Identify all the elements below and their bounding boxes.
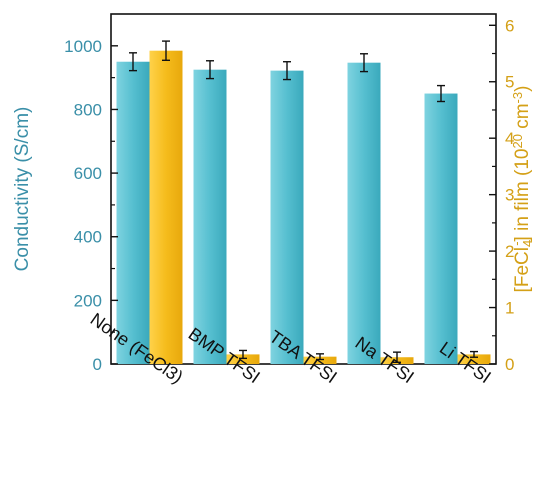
left-tick-label: 400: [74, 228, 102, 247]
right-axis-title-exp: 20: [510, 134, 525, 148]
conductivity-bar: [270, 70, 304, 365]
right-tick-label: 1: [505, 299, 514, 318]
right-axis-title-sub: 4: [520, 240, 535, 247]
fecl4-bar: [457, 354, 491, 364]
right-tick-label: 4: [505, 129, 514, 148]
right-tick-label: 5: [505, 73, 514, 92]
right-axis-title-prefix: [FeCl: [512, 247, 533, 292]
left-tick-label: 1000: [64, 37, 102, 56]
left-tick-label: 600: [74, 164, 102, 183]
conductivity-bar: [116, 61, 150, 365]
right-axis-title-mid: ] in film (10: [512, 149, 533, 242]
right-tick-label: 3: [505, 186, 514, 205]
left-tick-label: 200: [74, 291, 102, 310]
conductivity-bar: [193, 69, 227, 364]
conductivity-bar: [347, 62, 381, 364]
right-tick-label: 6: [505, 16, 514, 35]
fecl4-bar: [226, 354, 260, 364]
right-axis-title-sup: -: [509, 241, 524, 245]
right-axis-title-unit: cm: [512, 103, 533, 134]
right-tick-label: 0: [505, 355, 514, 374]
right-axis-title-unit-exp: -3: [510, 92, 525, 104]
bars-layer: [116, 40, 491, 365]
fecl4-bar: [149, 50, 183, 365]
left-axis: 0 200 400 600 800 1000: [64, 37, 118, 374]
left-tick-label: 800: [74, 100, 102, 119]
fecl4-bar: [303, 356, 337, 364]
right-axis: 0 1 2 3 4 5 6: [489, 16, 514, 374]
left-axis-title: Conductivity (S/cm): [12, 107, 33, 272]
right-tick-label: 2: [505, 242, 514, 261]
right-axis-title-end: ): [512, 86, 533, 92]
right-axis-title: [FeCl4-] in film (1020 cm-3): [509, 86, 535, 293]
conductivity-bar: [424, 93, 458, 364]
left-tick-label: 0: [93, 355, 102, 374]
